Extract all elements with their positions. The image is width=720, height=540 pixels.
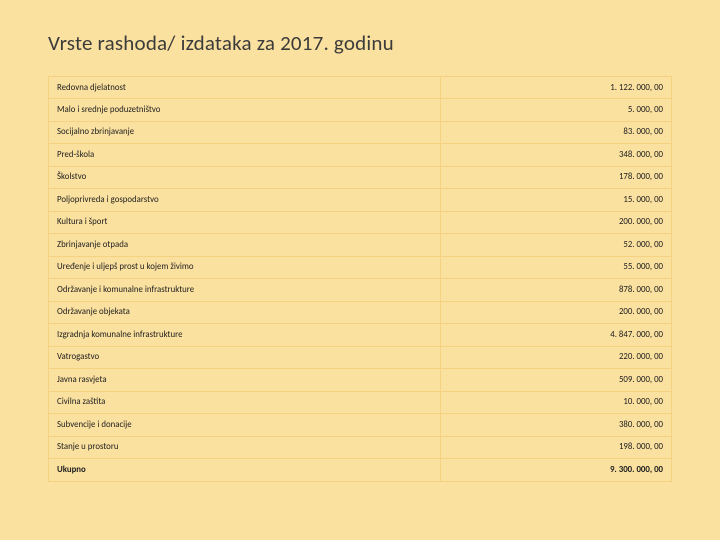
row-label: Ukupno <box>49 459 441 481</box>
row-value: 348. 000, 00 <box>441 144 672 166</box>
table-row: Vatrogastvo220. 000, 00 <box>49 346 672 368</box>
table-row: Uređenje i uljepš prost u kojem živimo55… <box>49 256 672 278</box>
row-value: 5. 000, 00 <box>441 99 672 121</box>
table-row: Socijalno zbrinjavanje83. 000, 00 <box>49 121 672 143</box>
row-value: 4. 847. 000, 00 <box>441 324 672 346</box>
row-value: 55. 000, 00 <box>441 256 672 278</box>
row-value: 9. 300. 000, 00 <box>441 459 672 481</box>
table-row: Izgradnja komunalne infrastrukture4. 847… <box>49 324 672 346</box>
row-value: 15. 000, 00 <box>441 189 672 211</box>
row-label: Školstvo <box>49 166 441 188</box>
row-label: Vatrogastvo <box>49 346 441 368</box>
table-row: Ukupno9. 300. 000, 00 <box>49 459 672 481</box>
row-label: Redovna djelatnost <box>49 77 441 99</box>
table-row: Redovna djelatnost1. 122. 000, 00 <box>49 77 672 99</box>
table-row: Poljoprivreda i gospodarstvo15. 000, 00 <box>49 189 672 211</box>
row-label: Održavanje i komunalne infrastrukture <box>49 279 441 301</box>
table-row: Subvencije i donacije380. 000, 00 <box>49 414 672 436</box>
row-label: Kultura i šport <box>49 211 441 233</box>
row-label: Subvencije i donacije <box>49 414 441 436</box>
expenses-tbody: Redovna djelatnost1. 122. 000, 00Malo i … <box>49 77 672 482</box>
row-value: 198. 000, 00 <box>441 436 672 458</box>
table-row: Održavanje i komunalne infrastrukture878… <box>49 279 672 301</box>
table-row: Pred-škola348. 000, 00 <box>49 144 672 166</box>
row-value: 200. 000, 00 <box>441 301 672 323</box>
table-row: Zbrinjavanje otpada52. 000, 00 <box>49 234 672 256</box>
table-row: Kultura i šport200. 000, 00 <box>49 211 672 233</box>
row-value: 220. 000, 00 <box>441 346 672 368</box>
expenses-table: Redovna djelatnost1. 122. 000, 00Malo i … <box>48 76 672 482</box>
row-label: Zbrinjavanje otpada <box>49 234 441 256</box>
table-row: Javna rasvjeta509. 000, 00 <box>49 369 672 391</box>
row-label: Civilna zaštita <box>49 391 441 413</box>
row-value: 878. 000, 00 <box>441 279 672 301</box>
row-label: Uređenje i uljepš prost u kojem živimo <box>49 256 441 278</box>
table-row: Civilna zaštita10. 000, 00 <box>49 391 672 413</box>
page-title: Vrste rashoda/ izdataka za 2017. godinu <box>48 30 672 56</box>
table-row: Malo i srednje poduzetništvo5. 000, 00 <box>49 99 672 121</box>
row-label: Socijalno zbrinjavanje <box>49 121 441 143</box>
row-label: Javna rasvjeta <box>49 369 441 391</box>
row-value: 10. 000, 00 <box>441 391 672 413</box>
row-label: Održavanje objekata <box>49 301 441 323</box>
row-value: 52. 000, 00 <box>441 234 672 256</box>
row-label: Pred-škola <box>49 144 441 166</box>
row-label: Malo i srednje poduzetništvo <box>49 99 441 121</box>
table-row: Održavanje objekata200. 000, 00 <box>49 301 672 323</box>
row-value: 380. 000, 00 <box>441 414 672 436</box>
row-label: Izgradnja komunalne infrastrukture <box>49 324 441 346</box>
table-row: Stanje u prostoru198. 000, 00 <box>49 436 672 458</box>
row-value: 1. 122. 000, 00 <box>441 77 672 99</box>
row-value: 178. 000, 00 <box>441 166 672 188</box>
row-label: Poljoprivreda i gospodarstvo <box>49 189 441 211</box>
row-value: 83. 000, 00 <box>441 121 672 143</box>
table-row: Školstvo178. 000, 00 <box>49 166 672 188</box>
row-value: 200. 000, 00 <box>441 211 672 233</box>
row-label: Stanje u prostoru <box>49 436 441 458</box>
row-value: 509. 000, 00 <box>441 369 672 391</box>
